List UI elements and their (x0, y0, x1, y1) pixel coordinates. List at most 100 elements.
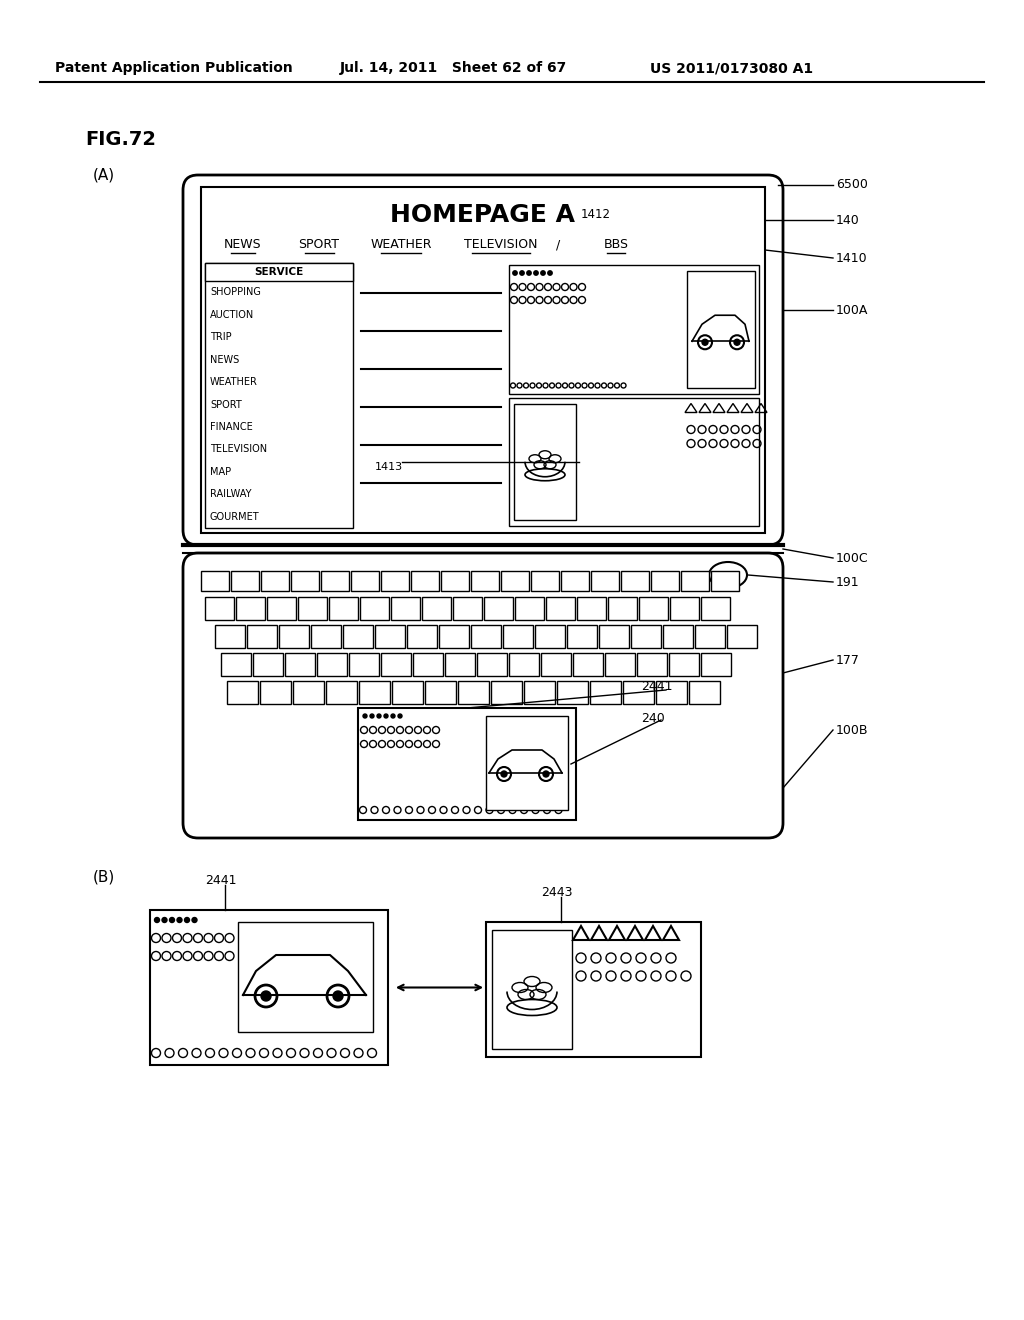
Circle shape (534, 271, 539, 275)
Bar (501, 572, 529, 591)
Bar (329, 597, 358, 620)
Bar (492, 931, 572, 1049)
Text: SPORT: SPORT (299, 239, 340, 252)
Bar (413, 653, 443, 676)
Text: 100C: 100C (836, 552, 868, 565)
Bar (663, 624, 693, 648)
Bar (150, 909, 388, 1065)
Bar (490, 681, 522, 704)
Text: 2441: 2441 (205, 874, 237, 887)
Text: 140: 140 (836, 214, 860, 227)
Bar (484, 597, 513, 620)
Circle shape (193, 917, 197, 923)
Circle shape (155, 917, 160, 923)
Bar (458, 681, 489, 704)
Bar (727, 624, 757, 648)
Bar (486, 921, 701, 1057)
Circle shape (384, 714, 388, 718)
Text: 100B: 100B (836, 723, 868, 737)
Bar (541, 653, 571, 676)
Bar (391, 597, 420, 620)
Bar (205, 263, 353, 528)
Text: RAILWAY: RAILWAY (210, 490, 252, 499)
Bar (591, 572, 618, 591)
Text: 177: 177 (836, 653, 860, 667)
Circle shape (702, 339, 708, 346)
Bar (631, 624, 662, 648)
Bar (221, 653, 251, 676)
Bar (503, 624, 534, 648)
Text: GOURMET: GOURMET (210, 512, 260, 521)
Bar (439, 624, 469, 648)
Bar (422, 597, 451, 620)
Circle shape (162, 917, 167, 923)
Bar (261, 572, 289, 591)
Bar (247, 624, 278, 648)
Bar (531, 572, 559, 591)
Text: 1413: 1413 (375, 462, 403, 471)
Text: 191: 191 (836, 576, 859, 589)
Bar (360, 597, 389, 620)
Text: 6500: 6500 (836, 178, 868, 191)
Bar (358, 708, 575, 820)
Circle shape (184, 917, 189, 923)
Bar (689, 681, 720, 704)
Text: AUCTION: AUCTION (210, 310, 254, 319)
Circle shape (377, 714, 381, 718)
Bar (471, 624, 501, 648)
Text: TELEVISION: TELEVISION (210, 445, 267, 454)
Bar (515, 597, 544, 620)
Bar (381, 653, 411, 676)
Text: 1410: 1410 (836, 252, 867, 264)
Text: SHOPPING: SHOPPING (210, 288, 261, 297)
Bar (524, 681, 555, 704)
Bar (227, 681, 258, 704)
Bar (201, 187, 765, 533)
Bar (577, 597, 606, 620)
Circle shape (391, 714, 395, 718)
Bar (441, 572, 469, 591)
Bar (681, 572, 709, 591)
Circle shape (501, 771, 507, 777)
Bar (711, 572, 739, 591)
Circle shape (543, 771, 549, 777)
Circle shape (513, 271, 517, 275)
Text: 2443: 2443 (541, 886, 572, 899)
Bar (687, 271, 755, 388)
Text: BBS: BBS (603, 239, 629, 252)
Bar (205, 597, 234, 620)
Text: Patent Application Publication: Patent Application Publication (55, 61, 293, 75)
Bar (695, 624, 725, 648)
Bar (215, 624, 245, 648)
Bar (486, 715, 568, 810)
Bar (701, 597, 730, 620)
Text: WEATHER: WEATHER (210, 378, 258, 387)
Text: (B): (B) (93, 870, 116, 884)
Bar (509, 265, 759, 393)
Text: SPORT: SPORT (210, 400, 242, 409)
FancyBboxPatch shape (183, 176, 783, 545)
Bar (326, 681, 357, 704)
Bar (651, 572, 679, 591)
Text: MAP: MAP (210, 467, 231, 477)
Text: 240: 240 (641, 711, 665, 725)
Bar (453, 597, 482, 620)
Bar (231, 572, 259, 591)
Bar (509, 397, 759, 525)
Bar (298, 597, 327, 620)
Bar (407, 624, 437, 648)
Bar (321, 572, 349, 591)
Bar (285, 653, 315, 676)
Circle shape (734, 339, 740, 346)
Bar (535, 624, 565, 648)
Bar (236, 597, 265, 620)
Circle shape (370, 714, 374, 718)
Bar (701, 653, 731, 676)
Text: Jul. 14, 2011   Sheet 62 of 67: Jul. 14, 2011 Sheet 62 of 67 (340, 61, 567, 75)
Bar (238, 921, 373, 1032)
Bar (590, 681, 621, 704)
Text: WEATHER: WEATHER (371, 239, 432, 252)
Bar (573, 653, 603, 676)
Bar (670, 597, 699, 620)
Bar (291, 572, 319, 591)
